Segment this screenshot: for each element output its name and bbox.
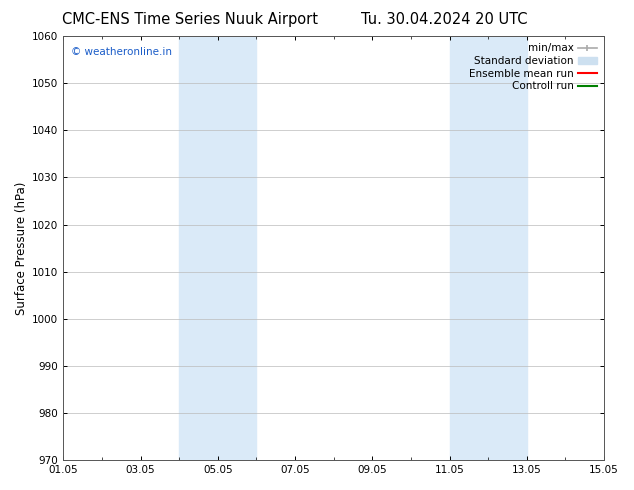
- Text: Tu. 30.04.2024 20 UTC: Tu. 30.04.2024 20 UTC: [361, 12, 527, 27]
- Bar: [450, 36, 527, 460]
- Text: © weatheronline.in: © weatheronline.in: [72, 47, 172, 57]
- Legend: min/max, Standard deviation, Ensemble mean run, Controll run: min/max, Standard deviation, Ensemble me…: [467, 41, 599, 93]
- Y-axis label: Surface Pressure (hPa): Surface Pressure (hPa): [15, 181, 28, 315]
- Bar: [179, 36, 256, 460]
- Text: CMC-ENS Time Series Nuuk Airport: CMC-ENS Time Series Nuuk Airport: [62, 12, 318, 27]
